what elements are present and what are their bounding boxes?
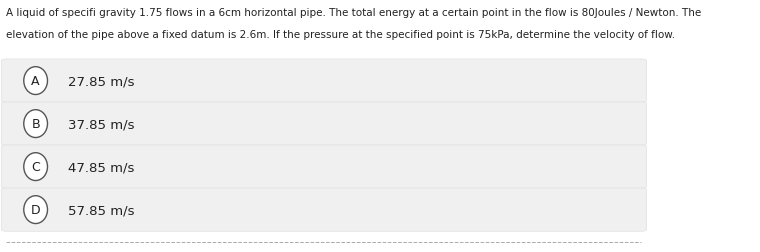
Text: A liquid of specifi gravity 1.75 flows in a 6cm horizontal pipe. The total energ: A liquid of specifi gravity 1.75 flows i… [7,8,701,18]
Text: 57.85 m/s: 57.85 m/s [68,203,135,216]
FancyBboxPatch shape [2,103,647,146]
FancyBboxPatch shape [2,145,647,188]
Ellipse shape [24,68,47,95]
Ellipse shape [24,196,47,224]
Text: D: D [31,203,40,216]
FancyBboxPatch shape [2,60,647,103]
Text: 27.85 m/s: 27.85 m/s [68,75,135,88]
Text: A: A [31,75,40,88]
Text: C: C [31,161,40,173]
Text: 47.85 m/s: 47.85 m/s [68,161,135,173]
Ellipse shape [24,153,47,181]
FancyBboxPatch shape [2,188,647,231]
Ellipse shape [24,110,47,138]
Text: B: B [31,118,40,131]
Text: elevation of the pipe above a fixed datum is 2.6m. If the pressure at the specif: elevation of the pipe above a fixed datu… [7,30,676,40]
Text: 37.85 m/s: 37.85 m/s [68,118,135,131]
